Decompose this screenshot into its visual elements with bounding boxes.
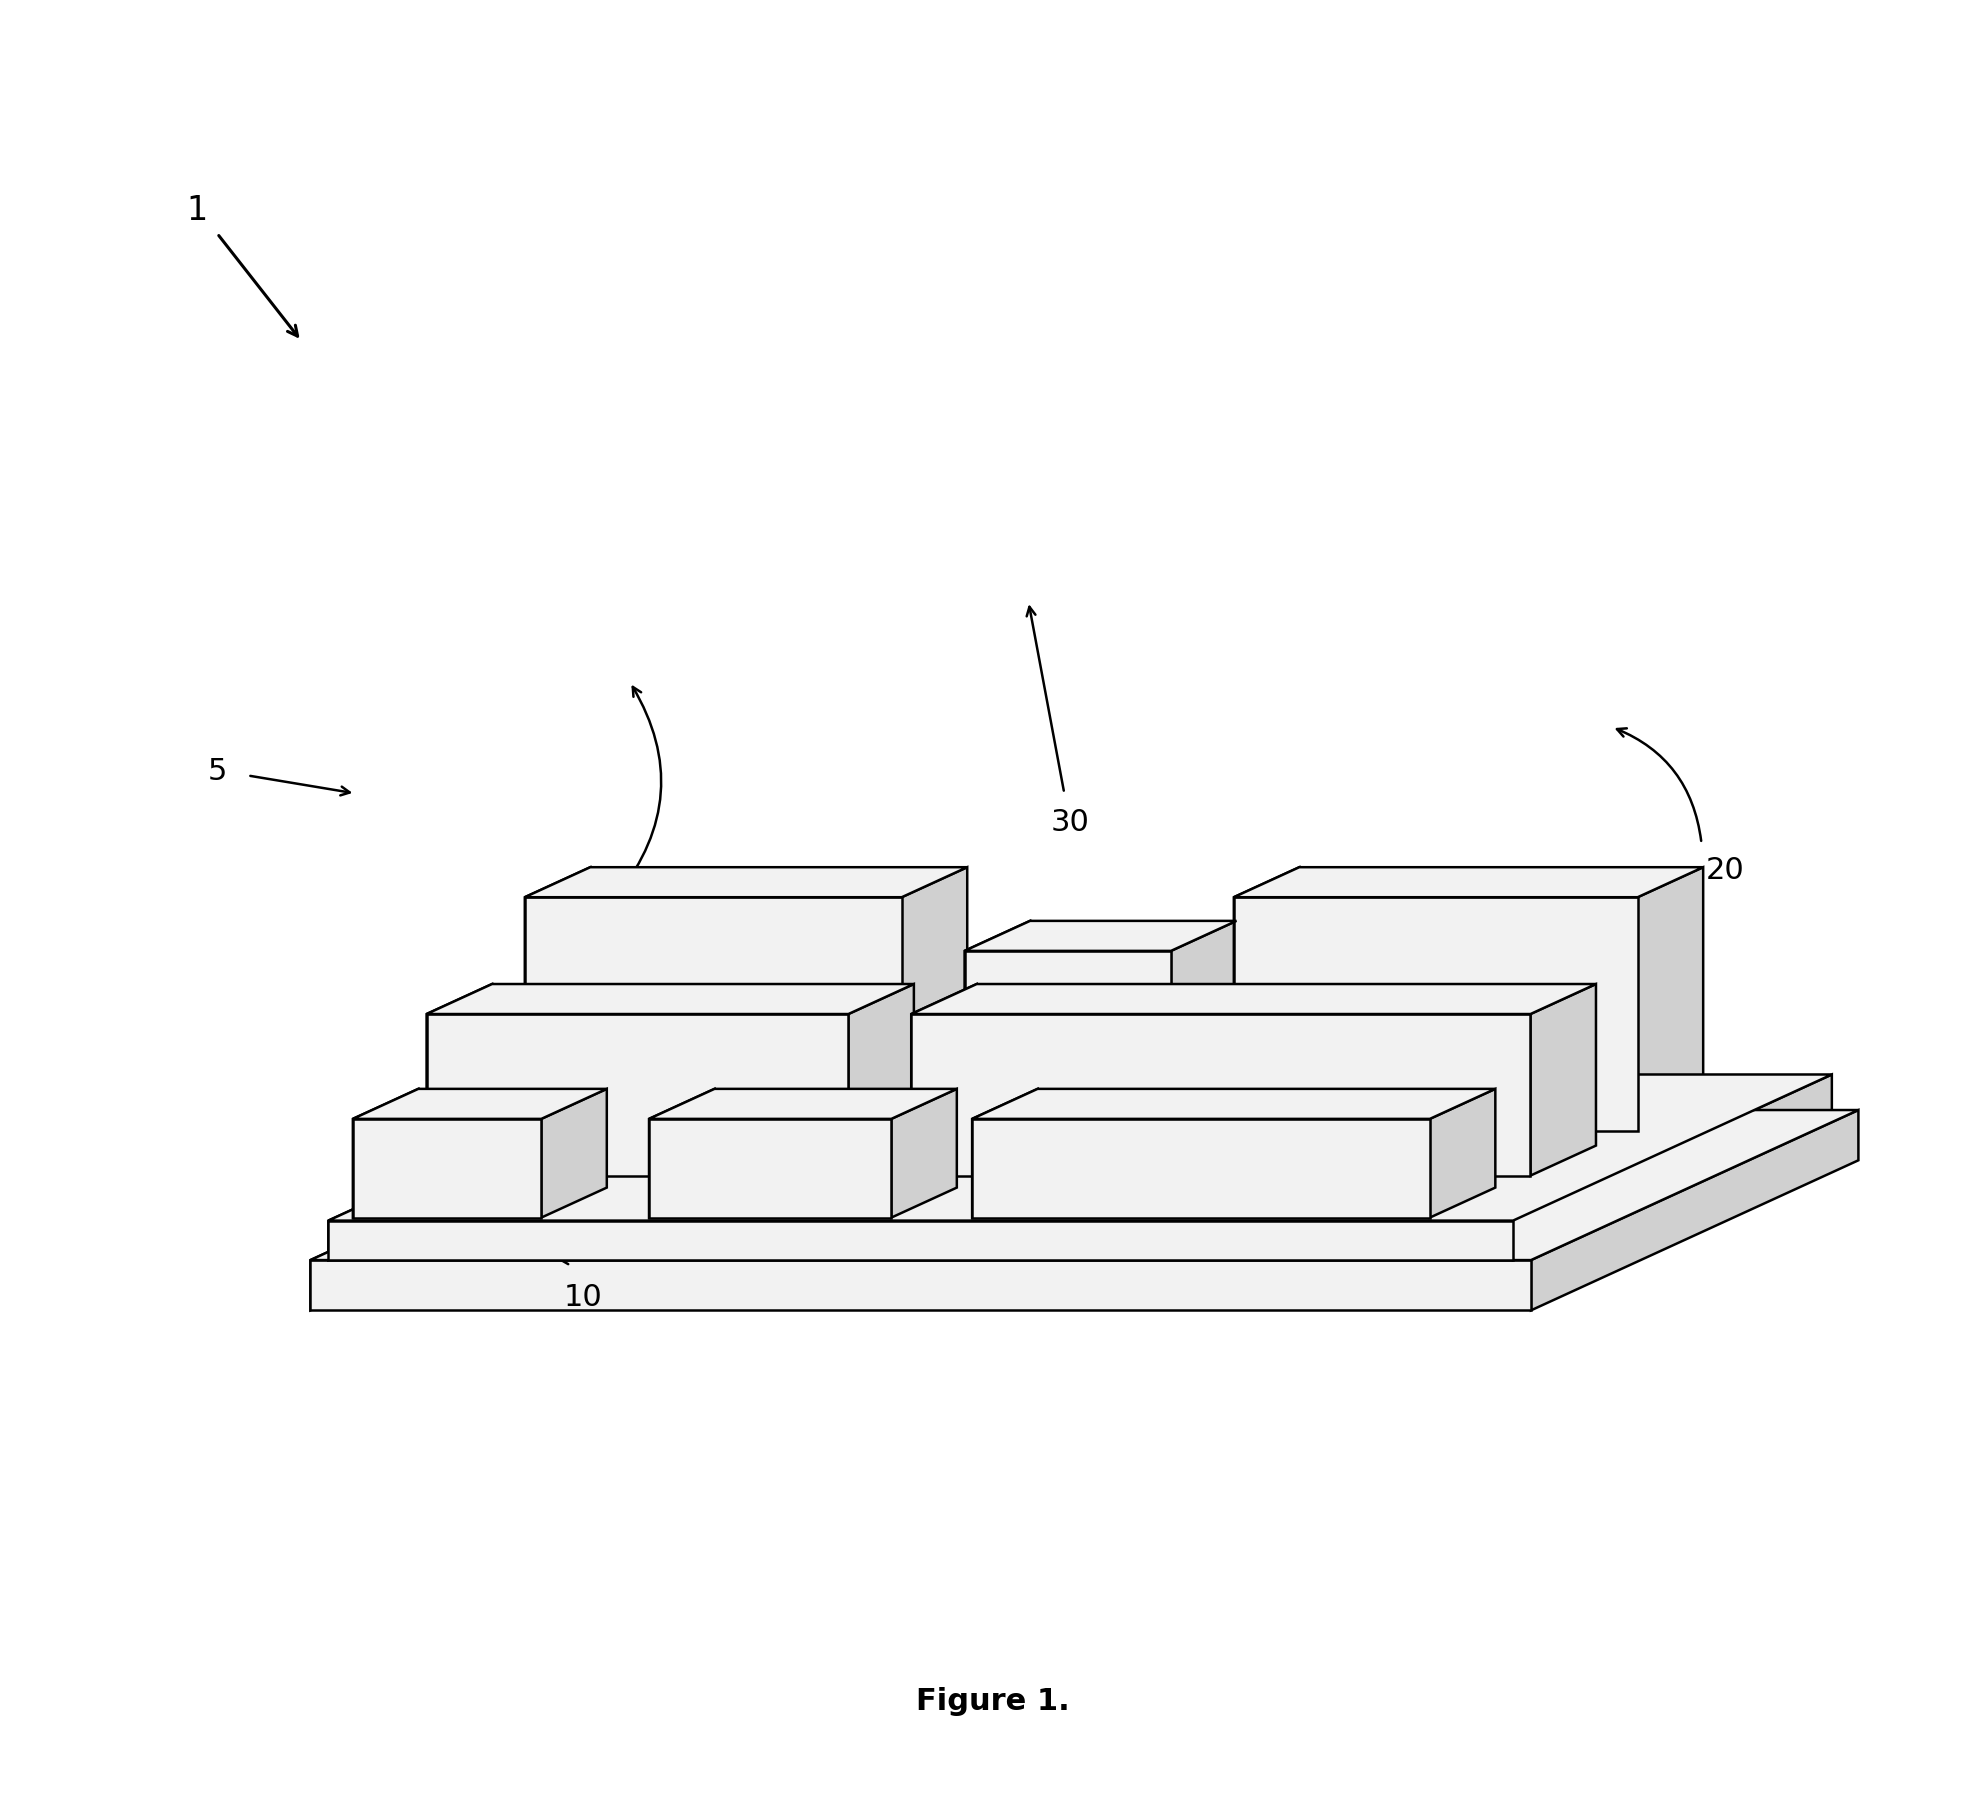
Polygon shape — [911, 984, 1596, 1014]
Polygon shape — [649, 1090, 715, 1217]
Polygon shape — [973, 1090, 1038, 1217]
Polygon shape — [310, 1109, 637, 1310]
Polygon shape — [649, 1118, 891, 1217]
Text: 20: 20 — [1705, 856, 1745, 885]
Text: 30: 30 — [1050, 808, 1090, 836]
Polygon shape — [310, 1109, 1858, 1260]
Polygon shape — [891, 1090, 957, 1217]
Polygon shape — [427, 1014, 848, 1176]
Text: 5: 5 — [206, 757, 226, 786]
Polygon shape — [973, 1090, 1495, 1118]
Polygon shape — [427, 984, 492, 1176]
Polygon shape — [542, 1090, 607, 1217]
Text: 1: 1 — [187, 194, 208, 226]
Polygon shape — [965, 921, 1237, 951]
Polygon shape — [911, 984, 977, 1176]
Text: 20: 20 — [574, 914, 613, 942]
Polygon shape — [1235, 867, 1300, 1131]
Text: Figure 1.: Figure 1. — [915, 1687, 1070, 1716]
Polygon shape — [1513, 1075, 1832, 1260]
Polygon shape — [973, 1118, 1429, 1217]
Polygon shape — [1235, 898, 1638, 1131]
Polygon shape — [328, 1075, 1832, 1221]
Polygon shape — [1530, 984, 1596, 1176]
Polygon shape — [1530, 1109, 1858, 1310]
Text: 10: 10 — [564, 1283, 603, 1312]
Polygon shape — [524, 867, 590, 1131]
Polygon shape — [427, 984, 913, 1014]
Polygon shape — [353, 1090, 607, 1118]
Text: 40: 40 — [1588, 1009, 1628, 1038]
Polygon shape — [524, 898, 901, 1131]
Polygon shape — [353, 1090, 419, 1217]
Polygon shape — [911, 1014, 1530, 1176]
Polygon shape — [848, 984, 913, 1176]
Polygon shape — [353, 1118, 542, 1217]
Polygon shape — [524, 867, 967, 898]
Polygon shape — [965, 921, 1030, 1131]
Polygon shape — [328, 1221, 1513, 1260]
Polygon shape — [328, 1075, 647, 1260]
Polygon shape — [310, 1260, 1530, 1310]
Polygon shape — [1235, 867, 1703, 898]
Polygon shape — [1638, 867, 1703, 1131]
Polygon shape — [901, 867, 967, 1131]
Polygon shape — [649, 1090, 957, 1118]
Polygon shape — [965, 951, 1171, 1131]
Polygon shape — [1171, 921, 1237, 1131]
Polygon shape — [1429, 1090, 1495, 1217]
